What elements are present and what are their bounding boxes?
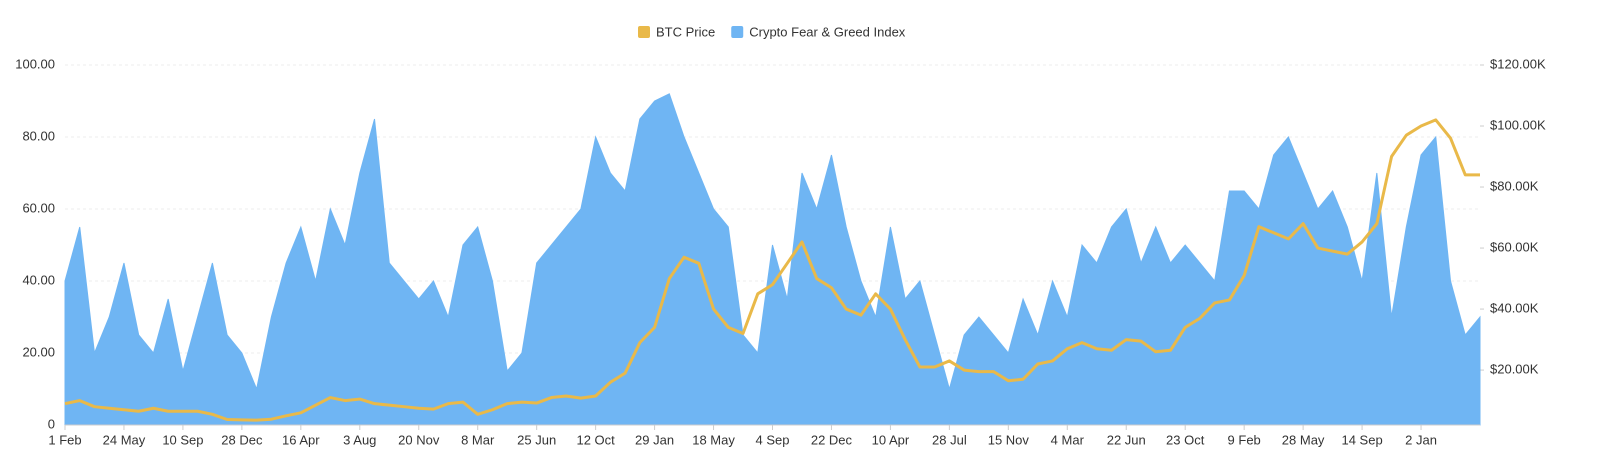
x-tick-label: 22 Dec bbox=[811, 432, 853, 447]
y-tick-label: 0 bbox=[48, 416, 55, 431]
y-tick-label: 40.00 bbox=[22, 272, 55, 287]
y2-tick-label: $40.00K bbox=[1490, 301, 1539, 316]
x-tick-label: 29 Jan bbox=[635, 432, 674, 447]
y2-tick-label: $60.00K bbox=[1490, 239, 1539, 254]
legend-swatch bbox=[731, 26, 744, 38]
x-tick-label: 2 Jan bbox=[1405, 432, 1437, 447]
y-tick-label: 60.00 bbox=[22, 200, 55, 215]
x-tick-label: 10 Sep bbox=[162, 432, 203, 447]
x-tick-label: 20 Nov bbox=[398, 432, 440, 447]
x-tick-label: 18 May bbox=[692, 432, 735, 447]
fear-greed-area bbox=[64, 93, 1481, 426]
btc-price-line bbox=[64, 118, 1480, 422]
x-tick-label: 25 Jun bbox=[517, 432, 556, 447]
x-tick-label: 4 Mar bbox=[1051, 432, 1085, 447]
x-tick-label: 22 Jun bbox=[1107, 432, 1146, 447]
x-tick-label: 8 Mar bbox=[461, 432, 495, 447]
y-tick-label: 80.00 bbox=[22, 128, 55, 143]
y2-tick-label: $100.00K bbox=[1490, 117, 1546, 132]
x-tick-label: 16 Apr bbox=[282, 432, 320, 447]
x-tick-label: 28 May bbox=[1282, 432, 1325, 447]
x-tick-label: 1 Feb bbox=[48, 432, 81, 447]
y-tick-label: 100.00 bbox=[15, 56, 55, 71]
x-tick-label: 28 Jul bbox=[932, 432, 967, 447]
legend-label: Crypto Fear & Greed Index bbox=[749, 24, 906, 39]
x-tick-label: 14 Sep bbox=[1341, 432, 1382, 447]
x-tick-label: 23 Oct bbox=[1166, 432, 1205, 447]
x-tick-label: 24 May bbox=[103, 432, 146, 447]
legend: BTC Price Crypto Fear & Greed Index bbox=[638, 24, 906, 39]
x-tick-label: 9 Feb bbox=[1228, 432, 1261, 447]
y2-tick-label: $20.00K bbox=[1490, 362, 1539, 377]
x-tick-label: 12 Oct bbox=[576, 432, 615, 447]
x-tick-label: 4 Sep bbox=[756, 432, 790, 447]
x-tick-label: 10 Apr bbox=[872, 432, 910, 447]
y2-tick-label: $80.00K bbox=[1490, 178, 1539, 193]
x-tick-label: 3 Aug bbox=[343, 432, 376, 447]
y2-tick-label: $120.00K bbox=[1490, 56, 1546, 71]
y-tick-label: 20.00 bbox=[22, 344, 55, 359]
x-tick-label: 28 Dec bbox=[221, 432, 263, 447]
legend-swatch bbox=[638, 26, 650, 38]
legend-label: BTC Price bbox=[656, 24, 715, 39]
x-tick-label: 15 Nov bbox=[988, 432, 1030, 447]
